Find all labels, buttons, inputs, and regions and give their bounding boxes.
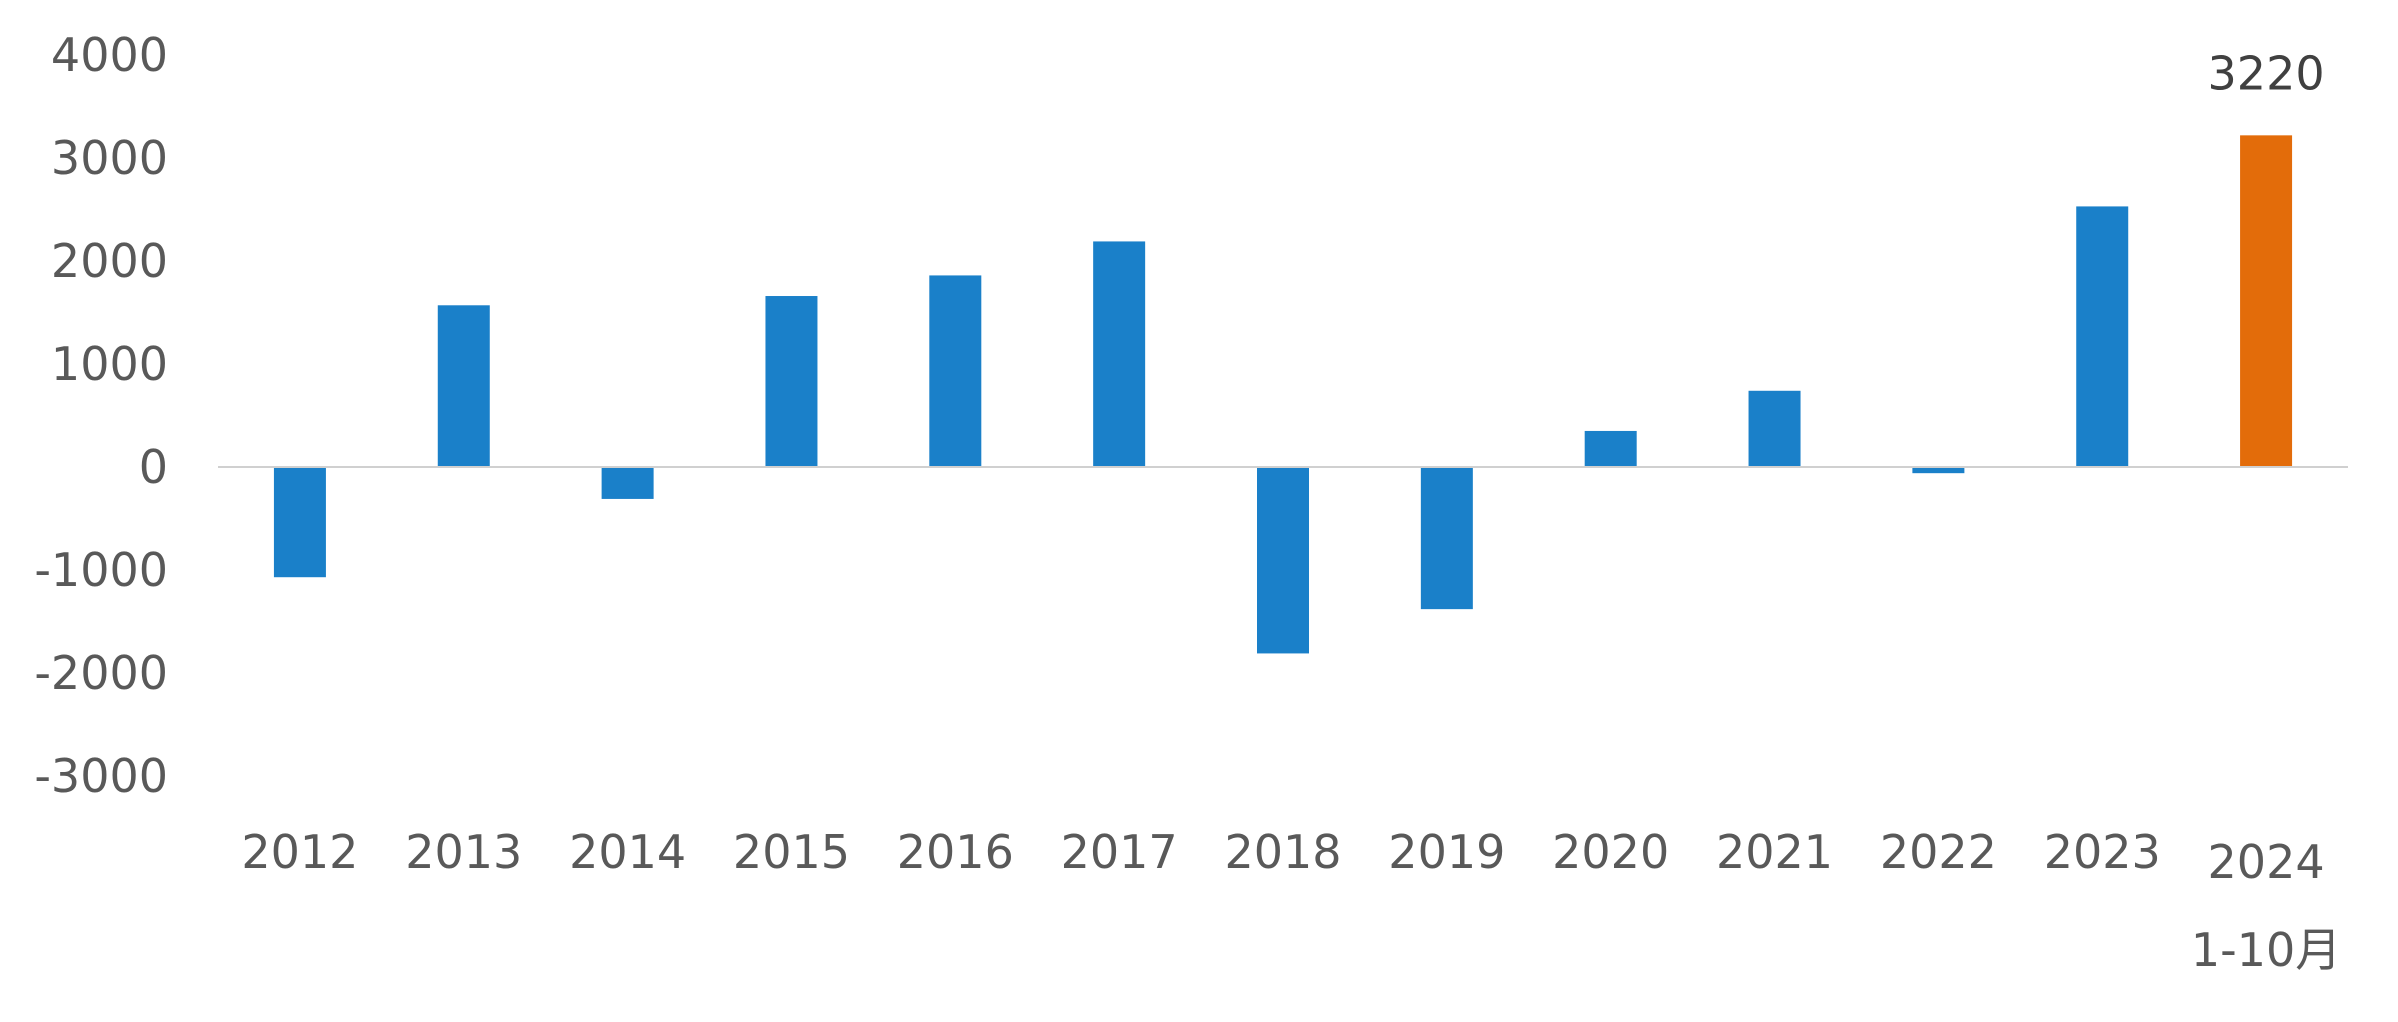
bar-2024 [2240,135,2293,467]
y-axis-ticks: 4000 3000 2000 1000 0 -1000 -2000 -3000 [34,28,168,803]
bar-2012 [273,467,326,578]
x-tick-label: 2019 [1388,825,1505,879]
bar-2013 [437,305,490,467]
x-tick-label: 2013 [405,825,522,879]
bar-series [273,135,2293,654]
x-tick-label: 2022 [1880,825,1997,879]
bar-2017 [1093,241,1146,467]
x-tick-label: 2023 [2044,825,2161,879]
x-tick-sublabel: 1-10月 [2191,923,2341,977]
y-tick-label: 4000 [51,28,168,82]
bar-2022 [1912,467,1965,474]
bar-2023 [2076,206,2129,467]
y-tick-label: -2000 [34,646,168,700]
data-labels: 3220 [2208,46,2325,100]
bar-2019 [1420,467,1473,610]
y-tick-label: 3000 [51,131,168,185]
bar-2020 [1584,430,1637,467]
data-label: 3220 [2208,46,2325,100]
bar-2015 [765,296,818,467]
bar-2021 [1748,390,1801,467]
x-tick-label: 2014 [569,825,686,879]
x-tick-label: 2020 [1552,825,1669,879]
y-tick-label: -3000 [34,749,168,803]
y-tick-label: -1000 [34,543,168,597]
x-tick-label: 2021 [1716,825,1833,879]
y-tick-label: 1000 [51,337,168,391]
x-tick-label: 2012 [241,825,358,879]
x-tick-label: 2016 [897,825,1014,879]
x-tick-label: 2017 [1061,825,1178,879]
x-tick-label: 2015 [733,825,850,879]
y-tick-label: 0 [139,440,168,494]
x-tick-label: 2018 [1224,825,1341,879]
y-tick-label: 2000 [51,234,168,288]
bar-2016 [929,275,982,467]
bar-2014 [601,467,654,499]
bar-2018 [1257,467,1309,654]
x-tick-label: 2024 [2208,835,2325,889]
x-axis-ticks: 2012 2013 2014 2015 2016 2017 2018 2019 2020 2021… [241,825,2341,977]
